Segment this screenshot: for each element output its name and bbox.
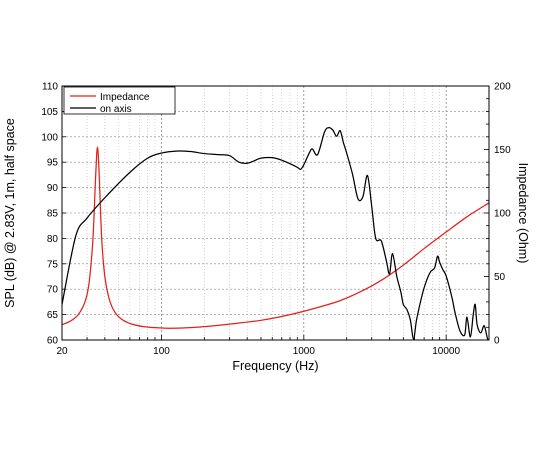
x-tick-label: 20 [56, 346, 68, 357]
y-right-tick-label: 0 [494, 336, 500, 347]
x-axis-label: Frequency (Hz) [232, 359, 318, 373]
y-left-tick-label: 105 [41, 107, 58, 118]
x-tick-label: 10000 [432, 346, 460, 357]
y-left-tick-label: 85 [47, 209, 59, 220]
x-tick-label: 1000 [293, 346, 316, 357]
legend-box [63, 86, 176, 115]
y-left-tick-label: 70 [47, 285, 59, 296]
y-left-tick-label: 100 [41, 132, 58, 143]
y-axis-left-label: SPL (dB) @ 2.83V, 1m, half space [3, 118, 17, 308]
y-left-tick-label: 90 [47, 183, 59, 194]
series-line-on-axis [62, 127, 489, 340]
y-right-tick-label: 50 [494, 272, 506, 283]
y-left-tick-label: 110 [42, 82, 58, 93]
x-tick-label: 100 [153, 346, 170, 357]
legend-label-on-axis: on axis [100, 104, 132, 115]
series-line-impedance [62, 146, 489, 329]
y-axis-right-label: Impedance (Ohm) [516, 163, 530, 264]
y-left-tick-label: 65 [47, 310, 59, 321]
y-left-tick-label: 80 [47, 234, 59, 245]
series-layer [62, 127, 489, 340]
y-right-tick-label: 200 [494, 82, 511, 93]
y-right-tick-label: 150 [494, 145, 511, 156]
tick-labels: 60 65 70 75 80 85 90 95 100 105 110 0 50 100 150 200 20 1… [41, 82, 511, 358]
y-right-tick-label: 100 [494, 209, 511, 220]
grid-major-lines [61, 86, 489, 340]
legend: Impedance on axis [63, 86, 176, 115]
legend-label-impedance: Impedance [100, 92, 150, 103]
y-left-tick-label: 95 [47, 158, 59, 169]
tick-marks [61, 85, 490, 341]
y-left-tick-label: 75 [47, 259, 59, 270]
y-left-tick-label: 60 [47, 336, 59, 347]
